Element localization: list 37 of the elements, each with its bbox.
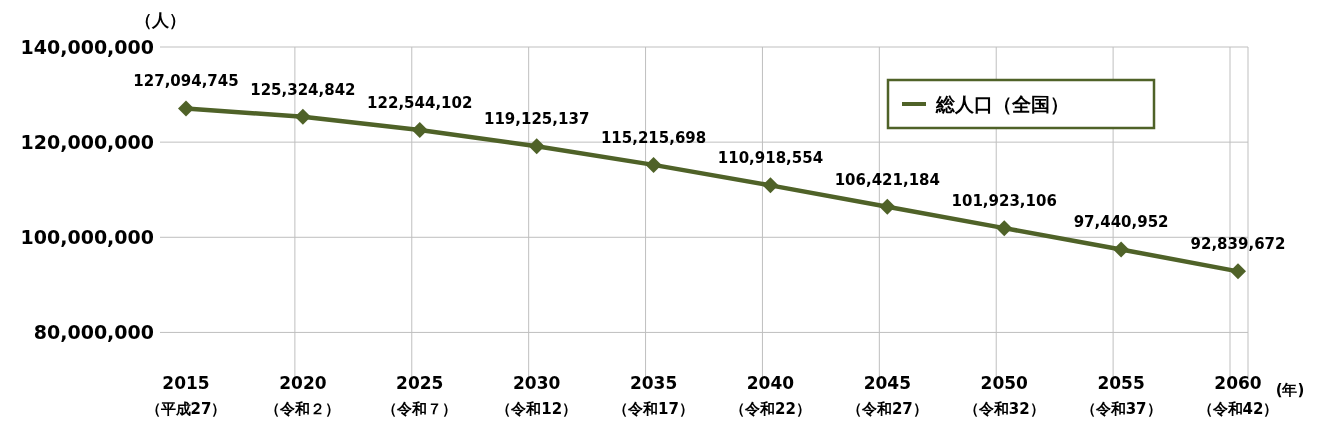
data-label: 101,923,106 — [951, 192, 1057, 211]
point — [294, 108, 311, 125]
data-label: 125,324,842 — [250, 80, 356, 99]
data-label: 106,421,184 — [834, 170, 941, 189]
x-axis-title: (年) — [1275, 381, 1305, 399]
data-label: 110,918,554 — [717, 149, 824, 168]
legend-label: 総人口（全国） — [935, 93, 1069, 115]
point — [996, 220, 1013, 237]
legend: 総人口（全国） — [886, 78, 1156, 130]
point — [411, 122, 428, 139]
y-axis-title: （人） — [134, 10, 186, 30]
x-tick-label: 2015 （平成27） — [145, 373, 227, 418]
y-tick-label: 100,000,000 — [20, 226, 154, 249]
y-tick-label: 80,000,000 — [33, 321, 154, 344]
x-tick-label: 2050 （令和32） — [963, 373, 1045, 418]
point — [178, 100, 194, 117]
data-label: 97,440,952 — [1073, 213, 1169, 232]
point — [879, 198, 896, 215]
x-tick-label: 2025 （令和７） — [382, 373, 458, 418]
x-tick-label: 2035 （令和17） — [613, 373, 694, 418]
x-tick-label: 2055 （令和37） — [1080, 373, 1162, 418]
point — [1230, 263, 1246, 280]
point — [645, 156, 662, 173]
y-tick-label: 120,000,000 — [20, 131, 154, 154]
point — [528, 138, 545, 155]
y-tick-label: 140,000,000 — [20, 36, 154, 58]
x-tick-label: 2040 （令和22） — [730, 373, 811, 418]
data-label: 122,544,102 — [367, 94, 473, 113]
data-label: 119,125,137 — [483, 110, 590, 129]
x-tick-label: 2030 （令和12） — [496, 373, 578, 418]
data-label: 127,094,745 — [133, 72, 239, 91]
x-tick-label: 2045 （令和27） — [846, 373, 928, 418]
x-tick-label: 2020 （令和２） — [265, 373, 341, 418]
point — [762, 177, 779, 194]
data-label: 115,215,698 — [600, 128, 707, 147]
point — [1113, 241, 1130, 258]
data-label: 92,839,672 — [1190, 235, 1286, 254]
